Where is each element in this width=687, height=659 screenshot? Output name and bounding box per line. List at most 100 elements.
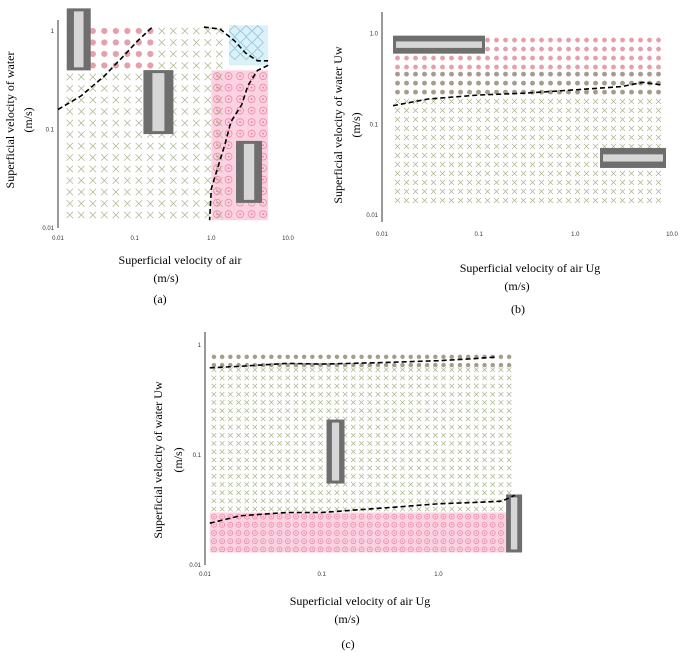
cross-marker [309, 416, 315, 422]
cross-marker [158, 188, 166, 196]
cross-marker [565, 170, 572, 177]
dot-marker [404, 55, 409, 61]
cross-marker [293, 383, 299, 389]
cross-marker [301, 465, 307, 471]
dot-marker [431, 89, 436, 95]
cross-marker [506, 465, 512, 471]
cross-marker [412, 152, 419, 159]
dot-marker [512, 37, 517, 43]
cross-marker [457, 170, 464, 177]
ring-marker-center [221, 532, 223, 534]
ring-marker-center [245, 532, 248, 534]
cross-marker [498, 473, 504, 479]
cross-marker [465, 457, 471, 463]
cross-marker [506, 490, 512, 496]
boundaries-a [57, 26, 269, 221]
x-axis-unit-c: (m/s) [334, 612, 359, 626]
ring-marker-center [250, 132, 253, 135]
cross-marker [112, 154, 120, 161]
dot-marker [548, 55, 553, 61]
dot-marker [252, 354, 258, 360]
cross-marker [403, 197, 410, 204]
cross-marker [309, 391, 315, 397]
cross-marker [77, 165, 85, 173]
cross-marker [334, 498, 340, 504]
dot-marker [647, 37, 652, 43]
cross-marker [421, 107, 428, 114]
cross-marker [646, 179, 653, 186]
ring-marker [219, 538, 225, 545]
dot-marker [647, 64, 652, 70]
dot-marker [458, 80, 463, 86]
ring-marker [440, 521, 447, 528]
cross-marker [301, 440, 307, 447]
ring-marker-center [227, 121, 230, 124]
cross-marker [628, 116, 635, 123]
cross-marker [169, 27, 177, 35]
cross-marker [490, 457, 496, 463]
cross-marker [260, 498, 266, 504]
dot-marker [449, 64, 454, 70]
cross-marker [493, 197, 500, 204]
ring-marker [301, 546, 307, 553]
ring-marker [432, 513, 439, 520]
cross-marker [399, 391, 406, 397]
cross-marker [498, 383, 504, 389]
cross-marker [493, 188, 500, 195]
dot-marker [485, 80, 490, 86]
cross-marker [219, 424, 225, 430]
cross-marker [628, 125, 635, 132]
cross-marker [394, 125, 401, 132]
cross-marker [637, 125, 644, 132]
cross-marker [424, 498, 430, 504]
cross-marker [260, 367, 266, 373]
cross-marker [440, 408, 447, 414]
ring-marker-center [216, 75, 219, 78]
cross-marker [285, 375, 291, 381]
cross-marker [235, 473, 242, 479]
cross-marker [293, 506, 299, 512]
ring-marker-center [401, 524, 404, 526]
cross-marker [123, 165, 131, 173]
ring-marker [481, 521, 488, 528]
cross-marker [375, 449, 381, 455]
dot-marker [124, 62, 131, 69]
cross-marker [506, 440, 512, 447]
ring-marker [213, 118, 221, 126]
cross-marker [628, 188, 635, 195]
dot-marker [611, 80, 616, 86]
cross-marker [100, 96, 108, 104]
cross-marker [358, 391, 365, 397]
cross-marker [112, 131, 120, 138]
cross-marker [449, 408, 455, 414]
dot-marker [629, 71, 634, 77]
cross-marker [403, 161, 410, 168]
ring-marker [252, 513, 258, 520]
cross-marker [227, 473, 233, 479]
cross-marker [430, 197, 437, 204]
cross-marker [498, 465, 504, 471]
dot-marker [147, 39, 154, 46]
cross-marker [506, 424, 512, 430]
ring-marker [268, 530, 275, 536]
cross-marker [416, 408, 422, 414]
cross-marker [440, 449, 447, 455]
dot-marker [503, 71, 508, 77]
cross-marker [481, 457, 488, 463]
cross-marker [408, 367, 414, 373]
cross-marker [204, 188, 212, 196]
cross-marker [574, 116, 581, 123]
ring-marker [243, 538, 250, 545]
cross-marker [192, 188, 200, 196]
cross-marker [301, 506, 307, 512]
cross-marker [326, 408, 332, 414]
cross-marker [547, 197, 554, 204]
cross-marker [293, 408, 299, 414]
cross-marker [326, 506, 332, 512]
panel-label-b: (b) [511, 302, 525, 316]
ring-marker-center [250, 86, 253, 89]
ring-marker-center [500, 548, 502, 551]
dot-marker [431, 71, 436, 77]
ring-marker [383, 513, 389, 520]
cross-marker [565, 197, 572, 204]
